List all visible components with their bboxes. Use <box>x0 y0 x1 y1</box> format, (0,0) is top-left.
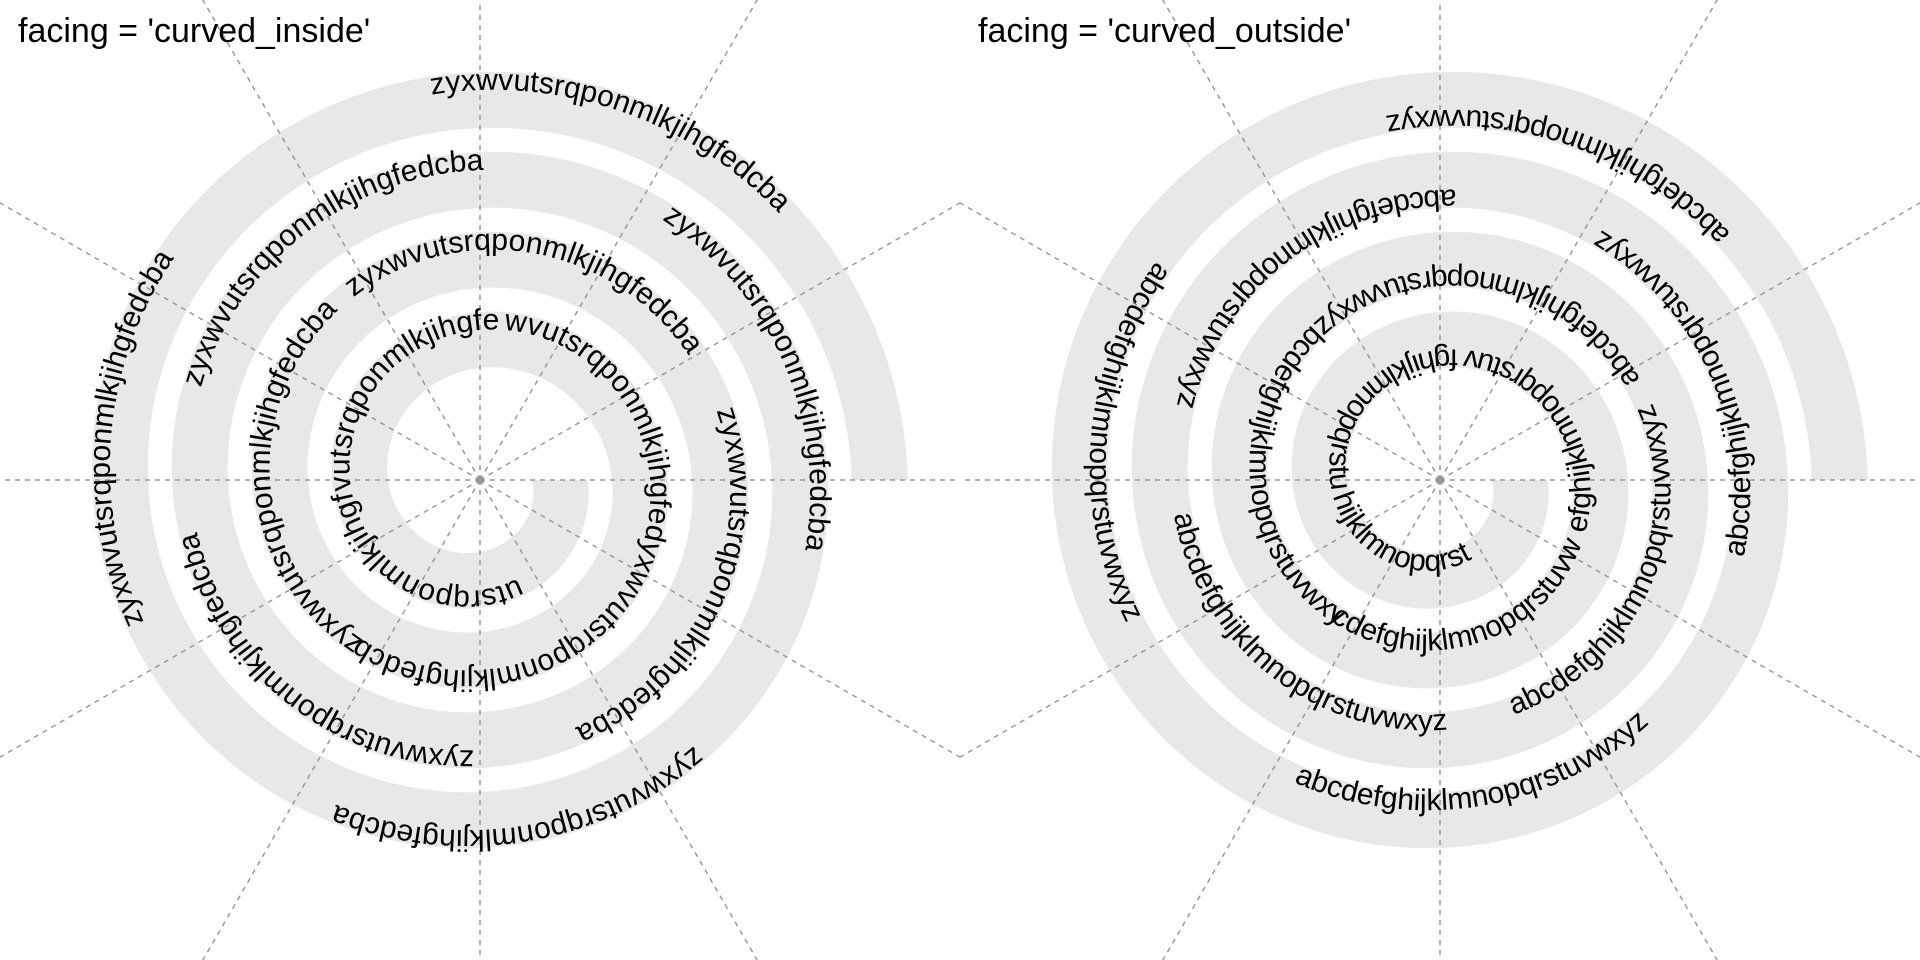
radial-grid-line <box>202 479 481 960</box>
radial-grid-line <box>479 479 758 960</box>
panel-title: facing = 'curved_inside' <box>18 12 371 50</box>
radial-grid-line <box>960 479 1441 758</box>
spiral-diagram: abcdefghijklmnopqrstuvwxyzabcdefghijklmn… <box>960 0 1920 960</box>
center-marker <box>1436 476 1444 484</box>
radial-grid-line <box>479 0 758 481</box>
spiral-band <box>1051 71 1868 849</box>
panel-curved-inside: facing = 'curved_inside' zyxwvutsrqponml… <box>0 0 960 960</box>
radial-grid-line <box>0 479 481 758</box>
radial-grid-line <box>479 202 960 481</box>
radial-grid-line <box>202 0 481 481</box>
center-marker <box>476 476 484 484</box>
radial-grid-line <box>1162 479 1441 960</box>
panel-curved-outside: facing = 'curved_outside' abcdefghijklmn… <box>960 0 1920 960</box>
radial-grid-line <box>960 202 1441 481</box>
radial-grid-line <box>1439 0 1718 481</box>
radial-grid-line <box>479 479 960 758</box>
panel-title: facing = 'curved_outside' <box>978 12 1352 50</box>
spiral-diagram: zyxwvutsrqponmlkjihgfedcbazyxwvutsrqponm… <box>0 0 960 960</box>
radial-grid-line <box>1439 479 1920 758</box>
radial-grid-line <box>1439 202 1920 481</box>
radial-grid-line <box>1162 0 1441 481</box>
radial-grid-line <box>0 202 481 481</box>
radial-grid-line <box>1439 479 1718 960</box>
spiral-band <box>91 71 909 849</box>
